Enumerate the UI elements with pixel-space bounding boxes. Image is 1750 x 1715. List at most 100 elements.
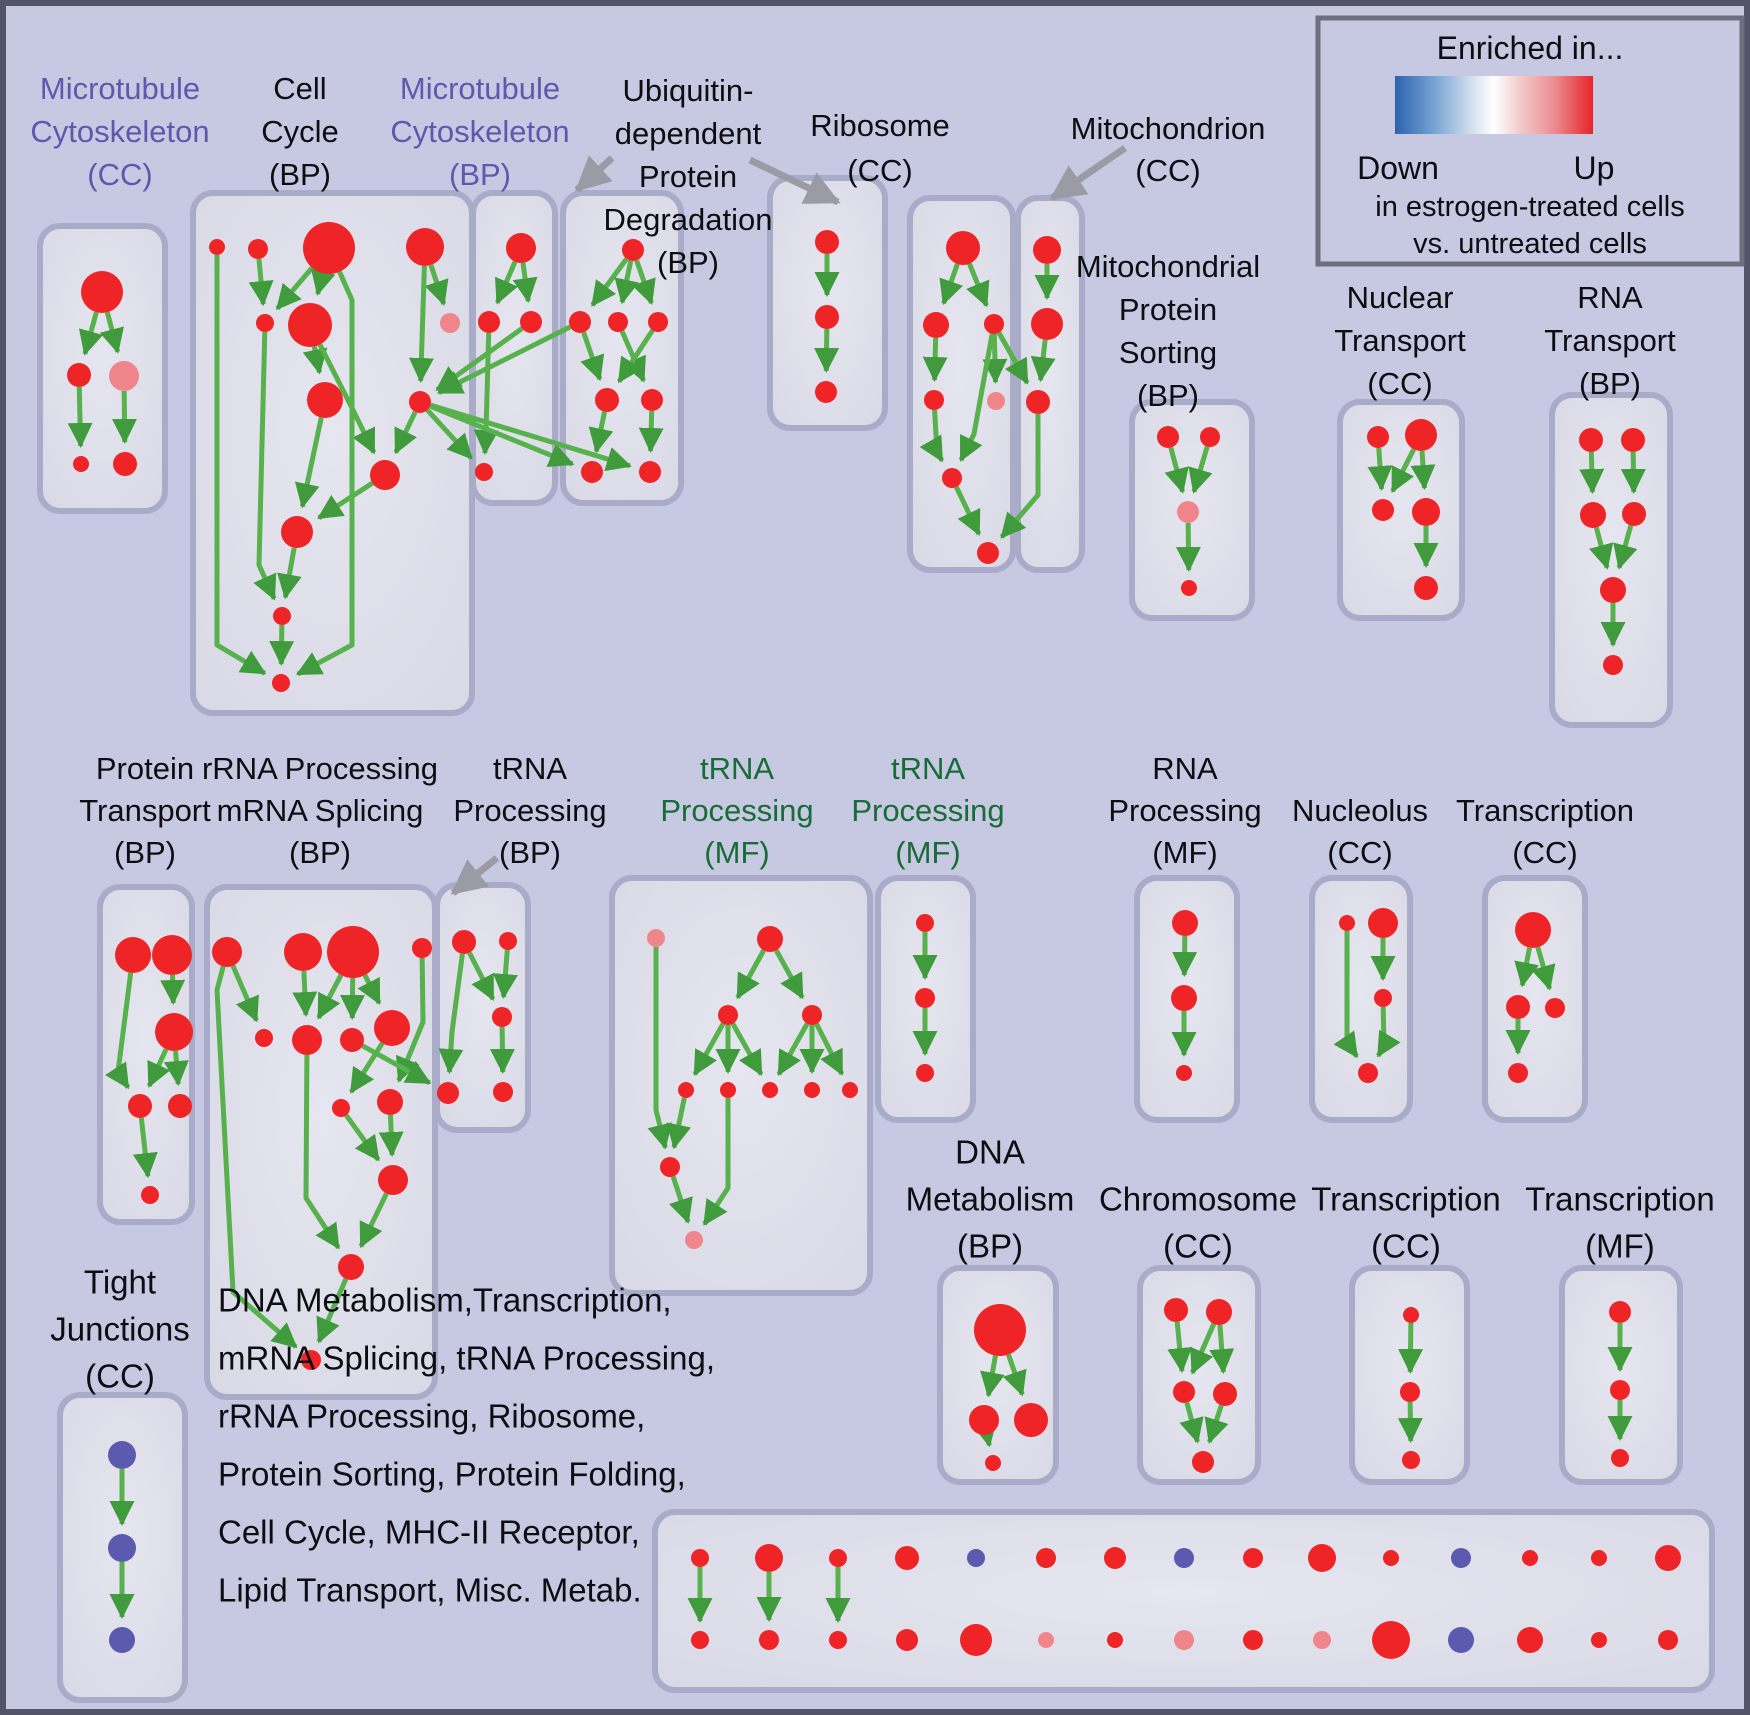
node-transcription-cc-1-X [1515, 912, 1551, 948]
node-tight-junctions-a [108, 1441, 136, 1469]
cluster-label-mito-sorting-line-3: (BP) [1137, 378, 1199, 413]
edge-chromosome-t2-m1 [1190, 1322, 1217, 1375]
node-microtubule-cc-d [73, 456, 89, 472]
cluster-label-dna-metabolism-line-1: Metabolism [906, 1181, 1075, 1218]
cluster-box-misc [652, 1509, 1715, 1693]
cross-edge-ribosome.C-mitochondrion.F [996, 331, 1030, 385]
legend-up-label: Up [1574, 150, 1615, 186]
cluster-label-mitochondrion-line-1: (CC) [1135, 153, 1200, 188]
edge-protein-transport-C-D [146, 1048, 171, 1088]
node-chromosome-b [1192, 1451, 1214, 1473]
node-cell-cycle-n11 [281, 516, 313, 548]
node-ribosome-H [977, 542, 999, 564]
cluster-label-transcription-cc-1-line-1: (CC) [1512, 835, 1577, 870]
node-ubiquitin-1-l1 [595, 388, 619, 412]
edge-cell-cycle-n3-n5 [275, 266, 315, 311]
node-ubiquitin-1-l2 [641, 389, 663, 411]
cross-edge-cell-cycle.n9-ubiquitin-1.b1 [429, 403, 575, 467]
misc-categories-text-line-4: Cell Cycle, MHC-II Receptor, [218, 1514, 640, 1551]
cluster-label-rrna-line-1: mRNA Splicing [217, 793, 424, 828]
node-trna-bp-M [492, 1007, 512, 1027]
cross-edge-cell-cycle.n9-ubiquitin-1.b2 [429, 402, 632, 472]
edge-trna-bp-M-BR [489, 1026, 515, 1075]
cluster-label-mito-sorting-line-1: Protein [1119, 292, 1217, 327]
node-cell-cycle-n1 [209, 239, 225, 255]
cluster-label-trna-bp-line-1: Processing [453, 793, 606, 828]
edge-trna-mf-large-k1-M [666, 1097, 691, 1150]
cluster-label-microtubule-cc-line-0: Microtubule [40, 71, 200, 106]
node-cell-cycle-n2 [248, 239, 268, 259]
edge-cell-cycle-n4-n7 [424, 264, 449, 306]
node-tight-junctions-c [109, 1627, 135, 1653]
edge-rna-processing-mf-a-b [1172, 935, 1198, 978]
edge-chromosome-t2-m2 [1209, 1324, 1235, 1375]
node-misc-r2c14 [1591, 1632, 1607, 1648]
node-misc-r1c3 [829, 1549, 847, 1567]
edge-nucleolus-s-b [1333, 931, 1359, 1059]
edge-ribosome-C-G [958, 333, 995, 462]
ubiquitin-label-line-2: Protein [639, 159, 737, 194]
node-microtubule-bp-b [475, 463, 493, 481]
edge-dna-metabolism-l-b [972, 1420, 997, 1448]
edge-trna-mf-large-Bg-L [735, 949, 766, 1000]
node-nuclear-transport-mr [1412, 498, 1440, 526]
cluster-label-dna-metabolism-line-2: (BP) [957, 1228, 1023, 1265]
node-ribosome-E [987, 392, 1005, 410]
cluster-label-mitochondrion-line-0: Mitochondrion [1071, 111, 1266, 146]
edge-trna-bp-T1-BL [438, 953, 465, 1075]
node-rrna-A2 [284, 933, 322, 971]
node-ubiquitin-1-m3 [648, 312, 668, 332]
node-cell-cycle-n13 [272, 674, 290, 692]
cluster-label-rna-transport-line-1: Transport [1544, 323, 1676, 358]
edge-cell-cycle-n1-n13 [214, 255, 267, 676]
node-misc-r2c4 [896, 1629, 918, 1651]
node-rrna-C2 [377, 1089, 403, 1115]
edge-rna-transport-t1-m1 [1579, 451, 1605, 495]
cluster-label-protein-transport-line-1: Transport [79, 793, 211, 828]
edge-rrna-A3-B4 [357, 973, 382, 1005]
cluster-boxes [37, 175, 1715, 1703]
node-protein-transport-C [155, 1013, 193, 1051]
node-trna-mf-large-L [718, 1005, 738, 1025]
misc-categories-text-line-1: mRNA Splicing, tRNA Processing, [218, 1340, 715, 1377]
cluster-label-microtubule-cc-line-2: (CC) [87, 157, 152, 192]
node-nuclear-transport-b [1414, 576, 1438, 600]
legend-box [1315, 15, 1745, 267]
cluster-label-rrna-line-2: (BP) [289, 835, 351, 870]
node-rrna-B4 [374, 1010, 410, 1046]
edge-ubiquitin-1-t-m1 [590, 257, 629, 307]
edge-ribosome-G-H [954, 485, 982, 536]
node-chromosome-t1 [1164, 1298, 1188, 1322]
edge-trna-mf-large-k2-F [702, 1098, 731, 1226]
node-misc-r1c6 [1036, 1548, 1056, 1568]
node-rrna-B2 [292, 1025, 322, 1055]
node-nucleolus-g [1368, 908, 1398, 938]
node-trna-mf-large-M [660, 1157, 680, 1177]
edge-cell-cycle-n3-n13 [295, 270, 355, 677]
node-cell-cycle-n8 [307, 382, 343, 418]
cluster-label-nuclear-transport-line-1: Transport [1334, 323, 1466, 358]
cluster-label-rna-processing-mf-line-2: (MF) [1152, 835, 1217, 870]
node-trna-bp-BR [493, 1082, 513, 1102]
cluster-box-nuclear-transport [1337, 399, 1465, 621]
node-protein-transport-A [115, 937, 151, 973]
node-trna-mf-large-k1 [678, 1082, 694, 1098]
cluster-label-transcription-mf-line-0: Transcription [1525, 1181, 1715, 1218]
node-rrna-A1 [212, 937, 242, 967]
edge-rrna-B2-E1 [303, 1054, 341, 1250]
ubiquitin-label-line-4: (BP) [657, 245, 719, 280]
cluster-label-transcription-cc-1-line-0: Transcription [1456, 793, 1634, 828]
node-mito-sorting-p [1177, 501, 1199, 523]
cluster-label-trna-mf-large-line-2: (MF) [704, 835, 769, 870]
label-pointer-arrow-3 [450, 855, 500, 896]
cluster-box-transcription-cc-2 [1349, 1265, 1470, 1485]
node-rrna-D1 [378, 1165, 408, 1195]
edge-protein-transport-D-F [132, 1117, 158, 1179]
node-chromosome-m2 [1213, 1382, 1237, 1406]
edge-ubiquitin-2-u2-u3 [814, 328, 840, 374]
node-microtubule-bp-t [506, 233, 536, 263]
edge-nuclear-transport-g-ml [1390, 448, 1416, 494]
edge-trna-mf-large-R-k3 [776, 1022, 810, 1077]
cross-edge-cell-cycle.n9-microtubule-bp.b [425, 408, 474, 460]
